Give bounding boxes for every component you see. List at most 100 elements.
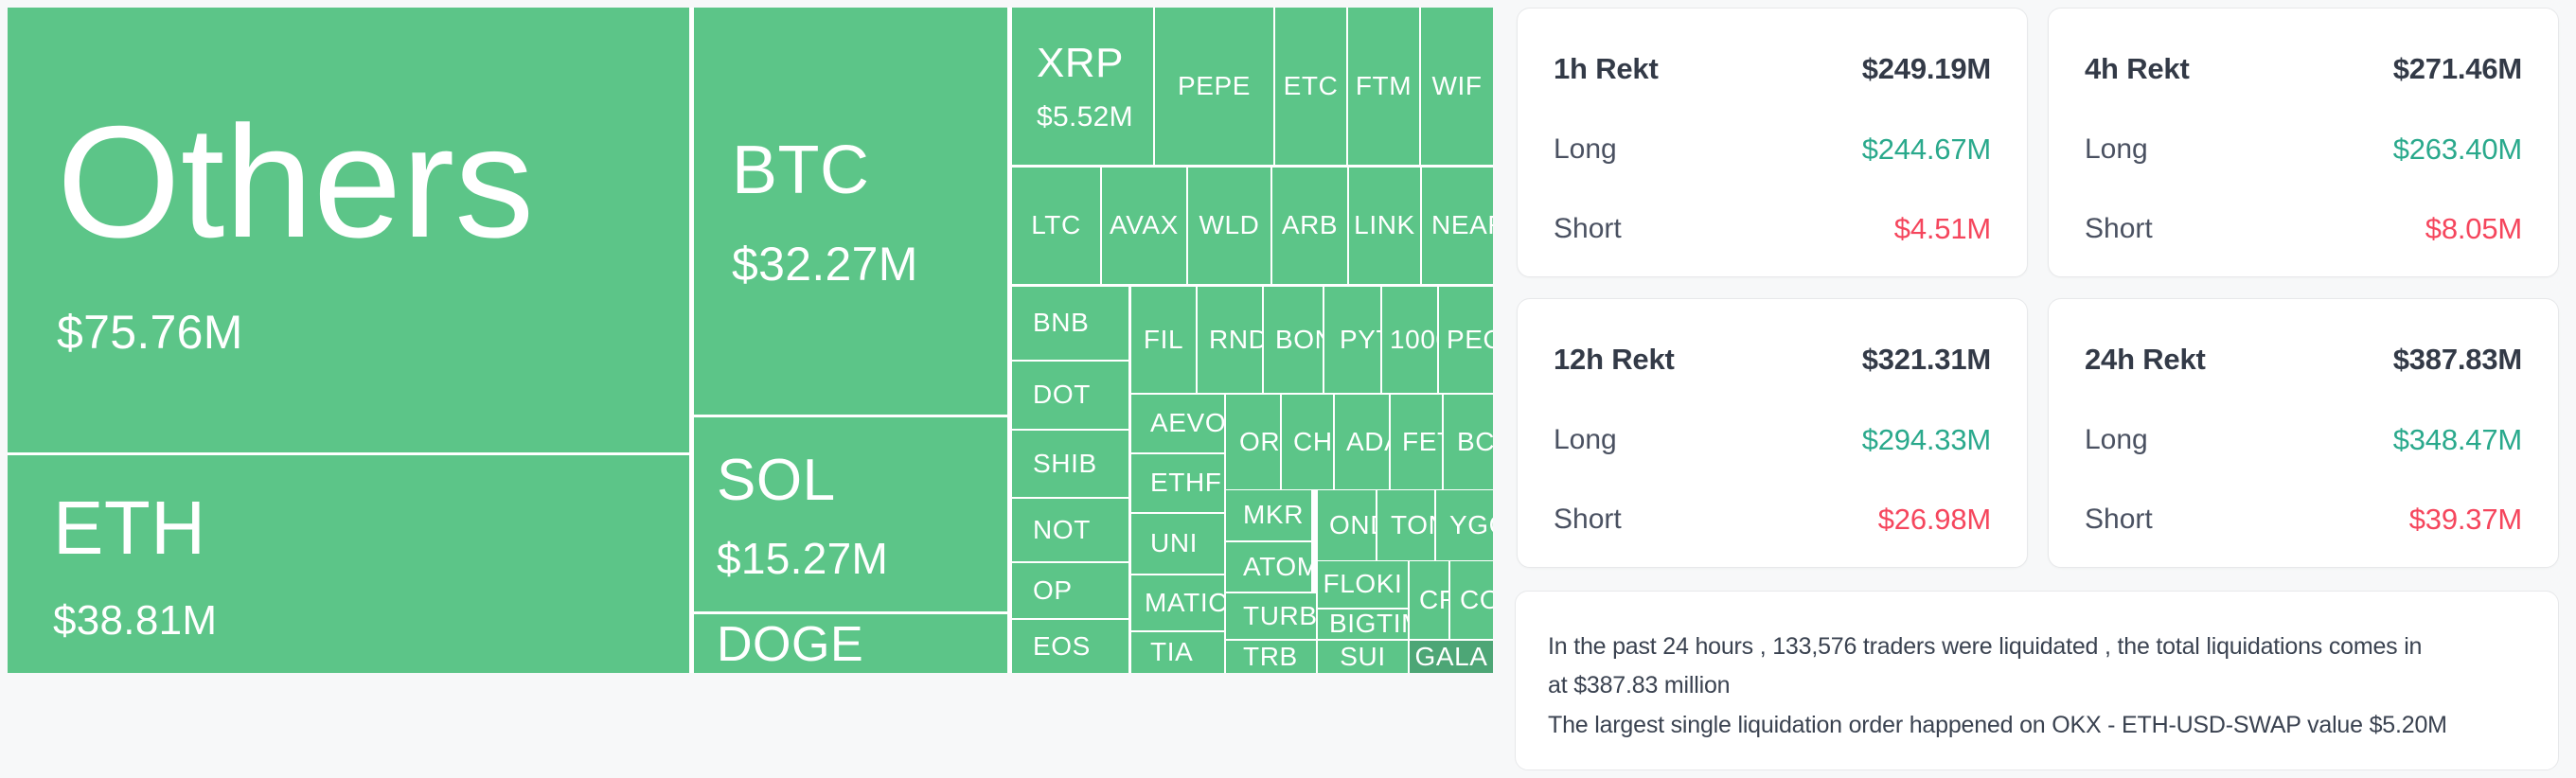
- treemap-cell-bch[interactable]: BCH: [1444, 395, 1493, 489]
- treemap-cell-fet[interactable]: FET: [1391, 395, 1442, 489]
- cell-symbol: XRP: [1037, 40, 1124, 87]
- treemap-cell-turbo[interactable]: TURBO: [1226, 593, 1316, 639]
- short-row: Short $39.37M: [2085, 503, 2522, 537]
- cell-symbol: OP: [1033, 575, 1073, 605]
- treemap-cell-dot[interactable]: DOT: [1012, 362, 1128, 429]
- cell-value: $75.76M: [57, 306, 243, 360]
- treemap-cell-uni[interactable]: UNI: [1131, 514, 1224, 574]
- treemap-cell-shib[interactable]: SHIB: [1012, 431, 1128, 497]
- treemap-cell-eos[interactable]: EOS: [1012, 620, 1128, 673]
- treemap-cell-arb[interactable]: ARB: [1272, 168, 1347, 284]
- treemap-cell-ordi[interactable]: ORDI: [1226, 395, 1280, 489]
- long-row: Long $244.67M: [1554, 133, 1991, 167]
- treemap-cell-bnb[interactable]: BNB: [1012, 287, 1128, 360]
- cell-symbol: YGG: [1449, 509, 1493, 539]
- treemap-cell-doge[interactable]: DOGE$6.04M: [694, 614, 1007, 673]
- card-title: 4h Rekt: [2085, 52, 2190, 85]
- cell-value: $32.27M: [732, 237, 918, 291]
- treemap-cell-people[interactable]: PEOPLE: [1439, 287, 1493, 393]
- treemap-cell-chz[interactable]: CHZ: [1282, 395, 1333, 489]
- cell-symbol: CRV: [1419, 584, 1448, 614]
- treemap-cell-not[interactable]: NOT: [1012, 499, 1128, 561]
- treemap-cell-others[interactable]: Others $75.76M: [8, 8, 689, 452]
- cell-symbol: LINK: [1354, 210, 1415, 240]
- cell-symbol: CHZ: [1293, 426, 1333, 456]
- short-label: Short: [1554, 504, 1622, 535]
- cell-symbol: MKR: [1243, 500, 1305, 530]
- treemap-cell-eth[interactable]: ETH $38.81M: [8, 455, 689, 673]
- treemap-cell-ton[interactable]: TON: [1377, 490, 1434, 560]
- treemap-cell-wld[interactable]: WLD: [1188, 168, 1270, 284]
- cell-symbol: UNI: [1150, 528, 1199, 558]
- treemap-cell-floki[interactable]: FLOKI: [1318, 561, 1408, 608]
- rekt-card-12h: 12h Rekt $321.31M Long $294.33M Short $2…: [1517, 298, 2028, 568]
- treemap-cell-bigtime[interactable]: BIGTIME: [1318, 610, 1408, 639]
- rekt-card-24h: 24h Rekt $387.83M Long $348.47M Short $3…: [2048, 298, 2559, 568]
- cell-symbol: AEVO: [1150, 408, 1224, 438]
- treemap-cell-avax[interactable]: AVAX: [1102, 168, 1186, 284]
- card-header: 12h Rekt $321.31M: [1554, 343, 1991, 377]
- card-header: 1h Rekt $249.19M: [1554, 52, 1991, 86]
- treemap-cell-ltc[interactable]: LTC: [1012, 168, 1100, 284]
- treemap-cell-atom[interactable]: ATOM: [1226, 542, 1311, 592]
- summary-line-2: at $387.83 million: [1548, 672, 1731, 699]
- treemap-cell-wif[interactable]: WIF: [1421, 8, 1493, 165]
- liquidation-summary: In the past 24 hours , 133,576 traders w…: [1515, 591, 2559, 770]
- cell-symbol: SUI: [1340, 641, 1386, 671]
- treemap-cell-ftm[interactable]: FTM: [1348, 8, 1419, 165]
- summary-line-1: In the past 24 hours , 133,576 traders w…: [1548, 633, 2423, 660]
- treemap-cell-sol[interactable]: SOL $15.27M: [694, 417, 1007, 611]
- treemap-cell-near[interactable]: NEAR: [1422, 168, 1493, 284]
- cell-symbol: FET: [1402, 426, 1442, 456]
- treemap-cell-pyth[interactable]: PYTH: [1324, 287, 1380, 393]
- cell-symbol: FTM: [1355, 70, 1412, 100]
- cell-symbol: GALA: [1414, 641, 1488, 671]
- treemap-cell-trb[interactable]: TRB: [1226, 641, 1316, 673]
- cell-symbol: BCH: [1457, 426, 1493, 456]
- treemap-cell-op[interactable]: OP: [1012, 563, 1128, 618]
- treemap-cell-ygg[interactable]: YGG: [1436, 490, 1493, 560]
- treemap-cell-comp[interactable]: COMP: [1450, 561, 1493, 639]
- long-row: Long $348.47M: [2085, 423, 2522, 457]
- cell-symbol: FIL: [1143, 324, 1184, 354]
- cell-symbol: NOT: [1033, 514, 1091, 544]
- treemap-cell-link[interactable]: LINK: [1349, 168, 1420, 284]
- treemap-cell-pepe[interactable]: PEPE: [1155, 8, 1273, 165]
- cell-symbol: NEAR: [1431, 210, 1493, 240]
- treemap-cell-ada[interactable]: ADA: [1335, 395, 1389, 489]
- cell-symbol: ETHFI: [1150, 468, 1224, 498]
- treemap-cell-gala[interactable]: GALA: [1410, 641, 1493, 673]
- long-value: $294.33M: [1861, 422, 1991, 456]
- treemap-cell-sui[interactable]: SUI: [1318, 641, 1408, 673]
- treemap-cell-aevo[interactable]: AEVO: [1131, 395, 1224, 452]
- treemap-cell-xrp[interactable]: XRP $5.52M: [1012, 8, 1153, 165]
- cell-symbol: DOT: [1033, 380, 1091, 410]
- cell-symbol: ADA: [1346, 426, 1389, 456]
- rekt-card-4h: 4h Rekt $271.46M Long $263.40M Short $8.…: [2048, 8, 2559, 277]
- short-value: $39.37M: [2408, 503, 2522, 536]
- treemap-cell-1000sats[interactable]: 1000SATS: [1382, 287, 1437, 393]
- long-label: Long: [2085, 133, 2148, 165]
- cell-symbol: BIGTIME: [1329, 610, 1408, 639]
- card-header: 4h Rekt $271.46M: [2085, 52, 2522, 86]
- cell-symbol: ETH: [53, 485, 206, 570]
- treemap-cell-etc[interactable]: ETC: [1275, 8, 1346, 165]
- treemap-cell-bonk[interactable]: BONK: [1264, 287, 1323, 393]
- card-title: 1h Rekt: [1554, 52, 1659, 85]
- cell-symbol: SOL: [717, 447, 836, 513]
- treemap-cell-fil[interactable]: FIL: [1131, 287, 1196, 393]
- cell-symbol: 1000SATS: [1390, 324, 1437, 354]
- treemap-cell-btc[interactable]: BTC $32.27M: [694, 8, 1007, 415]
- summary-line-3: The largest single liquidation order hap…: [1548, 711, 2447, 738]
- short-value: $26.98M: [1877, 503, 1991, 536]
- treemap-cell-rndr[interactable]: RNDR: [1198, 287, 1262, 393]
- cell-symbol: ATOM: [1243, 551, 1311, 581]
- treemap-cell-crv[interactable]: CRV: [1410, 561, 1448, 639]
- treemap-cell-tia[interactable]: TIA: [1131, 632, 1224, 673]
- cell-symbol: ARB: [1281, 210, 1339, 240]
- treemap-cell-ethfi[interactable]: ETHFI: [1131, 454, 1224, 512]
- treemap-cell-matic[interactable]: MATIC: [1131, 575, 1224, 630]
- cell-symbol: PEOPLE: [1447, 324, 1493, 354]
- treemap-cell-ondo[interactable]: ONDO: [1318, 490, 1376, 560]
- treemap-cell-mkr[interactable]: MKR: [1226, 490, 1311, 540]
